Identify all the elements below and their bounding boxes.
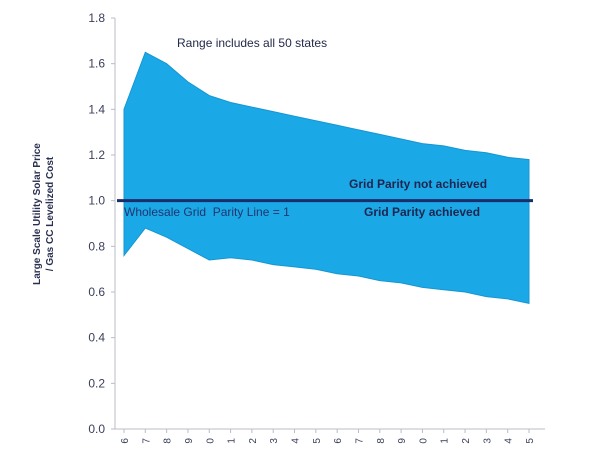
x-tick-label: 8 — [376, 438, 387, 444]
x-tick-label: 3 — [482, 438, 493, 444]
x-tick-label: 6 — [120, 438, 131, 444]
x-tick-label: 0 — [205, 438, 216, 444]
x-tick-label: 7 — [141, 438, 152, 444]
range-note: Range includes all 50 states — [177, 36, 327, 50]
x-tick-label: 5 — [525, 438, 536, 444]
y-tick-label: 1.2 — [88, 148, 105, 162]
y-tick-label: 1.8 — [88, 11, 105, 25]
x-axis-ticks: 6 7 8 9 0 1 2 3 4 5 6 7 8 9 0 1 2 3 4 5 — [120, 429, 536, 444]
x-tick-label: 0 — [418, 438, 429, 444]
y-tick-label: 1.0 — [88, 194, 105, 208]
x-tick-label: 6 — [333, 438, 344, 444]
y-axis-label-line: / Gas CC Levelized Cost — [45, 156, 56, 271]
x-tick-label: 5 — [312, 438, 323, 444]
y-tick-label: 1.6 — [88, 57, 105, 71]
parity-line-label: Wholesale Grid Parity Line = 1 — [124, 205, 290, 219]
y-tick-label: 0.0 — [88, 422, 105, 436]
annotations: Range includes all 50 states Grid Parity… — [124, 36, 487, 219]
y-tick-label: 1.4 — [88, 102, 105, 116]
x-tick-label: 7 — [354, 438, 365, 444]
axes — [114, 18, 545, 430]
x-tick-label: 3 — [269, 438, 280, 444]
y-axis-label: Large Scale Utility Solar Price / Gas CC … — [32, 143, 56, 285]
y-axis-label-line: Large Scale Utility Solar Price — [32, 143, 43, 285]
x-tick-label: 2 — [461, 438, 472, 444]
x-tick-label: 1 — [227, 438, 238, 444]
y-tick-label: 0.4 — [88, 331, 105, 345]
x-tick-label: 4 — [291, 438, 302, 444]
y-tick-label: 0.2 — [88, 376, 105, 390]
y-tick-label: 0.6 — [88, 285, 105, 299]
x-tick-label: 9 — [184, 438, 195, 444]
grid-parity-not-achieved-label: Grid Parity not achieved — [349, 177, 487, 191]
grid-parity-achieved-label: Grid Parity achieved — [364, 205, 480, 219]
x-tick-label: 4 — [504, 438, 515, 444]
x-tick-label: 2 — [248, 438, 259, 444]
x-tick-label: 1 — [440, 438, 451, 444]
x-tick-label: 8 — [163, 438, 174, 444]
range-area-layer — [123, 51, 530, 305]
y-axis-ticks: 0.0 0.2 0.4 0.6 0.8 1.0 1.2 1.4 1.6 1.8 — [88, 11, 115, 436]
x-tick-label: 9 — [397, 438, 408, 444]
state-range-area — [123, 51, 530, 305]
y-tick-label: 0.8 — [88, 239, 105, 253]
